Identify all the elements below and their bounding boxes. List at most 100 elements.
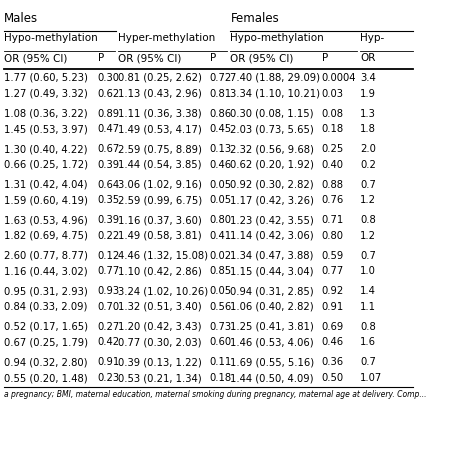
- Text: 0.71: 0.71: [322, 215, 344, 225]
- Text: 1.11 (0.36, 3.38): 1.11 (0.36, 3.38): [118, 109, 202, 118]
- Text: 1.25 (0.41, 3.81): 1.25 (0.41, 3.81): [230, 322, 314, 332]
- Text: 0.11: 0.11: [210, 357, 232, 367]
- Text: P: P: [322, 53, 328, 63]
- Text: 1.23 (0.42, 3.55): 1.23 (0.42, 3.55): [230, 215, 314, 225]
- Text: 1.30 (0.40, 4.22): 1.30 (0.40, 4.22): [4, 144, 88, 154]
- Text: 1.15 (0.44, 3.04): 1.15 (0.44, 3.04): [230, 266, 314, 276]
- Text: 1.49 (0.53, 4.17): 1.49 (0.53, 4.17): [118, 124, 202, 134]
- Text: 0.45: 0.45: [210, 124, 232, 134]
- Text: 0.69: 0.69: [322, 322, 344, 332]
- Text: 1.08 (0.36, 3.22): 1.08 (0.36, 3.22): [4, 109, 88, 118]
- Text: 0.93: 0.93: [98, 286, 120, 296]
- Text: 4.46 (1.32, 15.08): 4.46 (1.32, 15.08): [118, 251, 209, 261]
- Text: 0.02: 0.02: [210, 251, 232, 261]
- Text: 0.12: 0.12: [98, 251, 120, 261]
- Text: 1.44 (0.54, 3.85): 1.44 (0.54, 3.85): [118, 160, 202, 170]
- Text: 0.62 (0.20, 1.92): 0.62 (0.20, 1.92): [230, 160, 314, 170]
- Text: 1.31 (0.42, 4.04): 1.31 (0.42, 4.04): [4, 180, 88, 190]
- Text: 1.06 (0.40, 2.82): 1.06 (0.40, 2.82): [230, 302, 314, 312]
- Text: 0.23: 0.23: [98, 373, 120, 383]
- Text: P: P: [210, 53, 216, 63]
- Text: 1.69 (0.55, 5.16): 1.69 (0.55, 5.16): [230, 357, 315, 367]
- Text: 0.77 (0.30, 2.03): 0.77 (0.30, 2.03): [118, 337, 202, 347]
- Text: 0.84 (0.33, 2.09): 0.84 (0.33, 2.09): [4, 302, 88, 312]
- Text: 2.59 (0.75, 8.89): 2.59 (0.75, 8.89): [118, 144, 202, 154]
- Text: 1.44 (0.50, 4.09): 1.44 (0.50, 4.09): [230, 373, 314, 383]
- Text: 0.46: 0.46: [322, 337, 344, 347]
- Text: 1.27 (0.49, 3.32): 1.27 (0.49, 3.32): [4, 89, 88, 99]
- Text: 0.77: 0.77: [98, 266, 120, 276]
- Text: 0.67: 0.67: [98, 144, 120, 154]
- Text: 0.30 (0.08, 1.15): 0.30 (0.08, 1.15): [230, 109, 314, 118]
- Text: 2.03 (0.73, 5.65): 2.03 (0.73, 5.65): [230, 124, 314, 134]
- Text: 0.70: 0.70: [98, 302, 120, 312]
- Text: 0.18: 0.18: [210, 373, 232, 383]
- Text: 0.91: 0.91: [322, 302, 344, 312]
- Text: 1.8: 1.8: [360, 124, 376, 134]
- Text: 0.56: 0.56: [210, 302, 232, 312]
- Text: 0.7: 0.7: [360, 251, 376, 261]
- Text: 0.86: 0.86: [210, 109, 232, 118]
- Text: 0.0004: 0.0004: [322, 73, 356, 83]
- Text: 0.22: 0.22: [98, 231, 120, 241]
- Text: 0.46: 0.46: [210, 160, 232, 170]
- Text: Females: Females: [230, 12, 279, 25]
- Text: 1.20 (0.42, 3.43): 1.20 (0.42, 3.43): [118, 322, 202, 332]
- Text: 0.92: 0.92: [322, 286, 344, 296]
- Text: 0.64: 0.64: [98, 180, 120, 190]
- Text: P: P: [98, 53, 104, 63]
- Text: OR (95% CI): OR (95% CI): [4, 53, 67, 63]
- Text: 7.40 (1.88, 29.09): 7.40 (1.88, 29.09): [230, 73, 320, 83]
- Text: 1.07: 1.07: [360, 373, 383, 383]
- Text: 1.10 (0.42, 2.86): 1.10 (0.42, 2.86): [118, 266, 202, 276]
- Text: 0.08: 0.08: [322, 109, 344, 118]
- Text: 1.17 (0.42, 3.26): 1.17 (0.42, 3.26): [230, 195, 314, 205]
- Text: 1.32 (0.51, 3.40): 1.32 (0.51, 3.40): [118, 302, 202, 312]
- Text: 0.95 (0.31, 2.93): 0.95 (0.31, 2.93): [4, 286, 88, 296]
- Text: Males: Males: [4, 12, 38, 25]
- Text: 1.49 (0.58, 3.81): 1.49 (0.58, 3.81): [118, 231, 202, 241]
- Text: 0.85: 0.85: [210, 266, 232, 276]
- Text: 1.3: 1.3: [360, 109, 376, 118]
- Text: 0.35: 0.35: [98, 195, 120, 205]
- Text: 0.41: 0.41: [210, 231, 232, 241]
- Text: 0.92 (0.30, 2.82): 0.92 (0.30, 2.82): [230, 180, 314, 190]
- Text: 1.59 (0.60, 4.19): 1.59 (0.60, 4.19): [4, 195, 88, 205]
- Text: 3.34 (1.10, 10.21): 3.34 (1.10, 10.21): [230, 89, 320, 99]
- Text: 0.40: 0.40: [322, 160, 344, 170]
- Text: 1.9: 1.9: [360, 89, 376, 99]
- Text: 0.52 (0.17, 1.65): 0.52 (0.17, 1.65): [4, 322, 88, 332]
- Text: 0.55 (0.20, 1.48): 0.55 (0.20, 1.48): [4, 373, 88, 383]
- Text: 0.42: 0.42: [98, 337, 120, 347]
- Text: 0.47: 0.47: [98, 124, 120, 134]
- Text: Hypo-methylation: Hypo-methylation: [230, 33, 324, 43]
- Text: 0.81: 0.81: [210, 89, 232, 99]
- Text: 0.94 (0.32, 2.80): 0.94 (0.32, 2.80): [4, 357, 88, 367]
- Text: 0.2: 0.2: [360, 160, 376, 170]
- Text: 0.05: 0.05: [210, 195, 232, 205]
- Text: OR: OR: [360, 53, 376, 63]
- Text: 3.06 (1.02, 9.16): 3.06 (1.02, 9.16): [118, 180, 202, 190]
- Text: 0.8: 0.8: [360, 215, 376, 225]
- Text: a pregnancy; BMI, maternal education, maternal smoking during pregnancy, materna: a pregnancy; BMI, maternal education, ma…: [4, 390, 427, 399]
- Text: 0.53 (0.21, 1.34): 0.53 (0.21, 1.34): [118, 373, 202, 383]
- Text: 0.7: 0.7: [360, 357, 376, 367]
- Text: 1.63 (0.53, 4.96): 1.63 (0.53, 4.96): [4, 215, 88, 225]
- Text: 0.39 (0.13, 1.22): 0.39 (0.13, 1.22): [118, 357, 202, 367]
- Text: 1.0: 1.0: [360, 266, 376, 276]
- Text: 0.03: 0.03: [322, 89, 344, 99]
- Text: 3.4: 3.4: [360, 73, 376, 83]
- Text: 0.62: 0.62: [98, 89, 120, 99]
- Text: 0.39: 0.39: [98, 160, 120, 170]
- Text: 2.32 (0.56, 9.68): 2.32 (0.56, 9.68): [230, 144, 314, 154]
- Text: 1.4: 1.4: [360, 286, 376, 296]
- Text: 2.60 (0.77, 8.77): 2.60 (0.77, 8.77): [4, 251, 88, 261]
- Text: 1.82 (0.69, 4.75): 1.82 (0.69, 4.75): [4, 231, 88, 241]
- Text: 0.72: 0.72: [210, 73, 232, 83]
- Text: 0.36: 0.36: [322, 357, 344, 367]
- Text: 2.59 (0.99, 6.75): 2.59 (0.99, 6.75): [118, 195, 202, 205]
- Text: 1.14 (0.42, 3.06): 1.14 (0.42, 3.06): [230, 231, 314, 241]
- Text: OR (95% CI): OR (95% CI): [118, 53, 182, 63]
- Text: 1.16 (0.44, 3.02): 1.16 (0.44, 3.02): [4, 266, 88, 276]
- Text: 0.81 (0.25, 2.62): 0.81 (0.25, 2.62): [118, 73, 202, 83]
